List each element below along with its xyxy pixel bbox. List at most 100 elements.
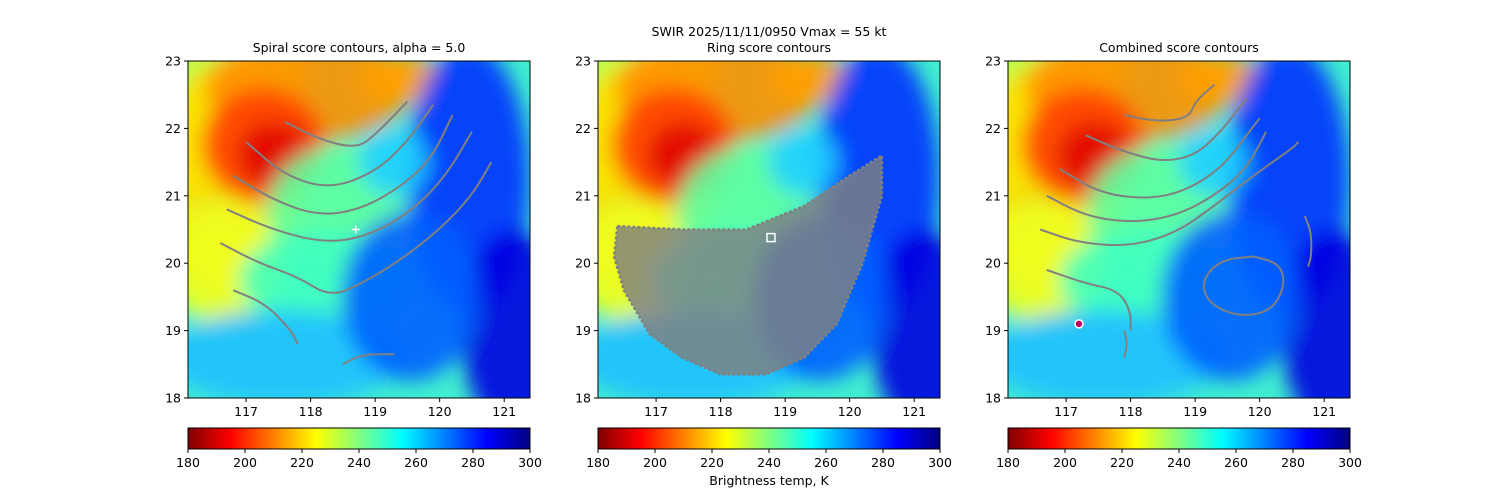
x-tick-label: 119	[363, 404, 387, 419]
y-tick-label: 22	[165, 121, 181, 136]
colorbar-tick-label: 240	[757, 455, 781, 470]
score-contour	[284, 100, 409, 147]
colorbar-tick-label: 280	[871, 455, 895, 470]
y-tick-label: 21	[985, 188, 1001, 203]
y-tick-label: 19	[985, 323, 1001, 338]
y-tick-label: 23	[165, 54, 181, 69]
colorbar-tick-label: 260	[404, 455, 428, 470]
brightness-cell	[461, 229, 530, 398]
score-contour	[1084, 97, 1248, 162]
y-tick-label: 22	[575, 121, 591, 136]
x-tick-label: 120	[428, 404, 452, 419]
y-tick-label: 20	[985, 256, 1001, 271]
combined-colorbar: 180 200 220 240 260 280 300	[996, 427, 1362, 470]
score-contour	[245, 104, 435, 187]
combined-plot-area: 117 118 119 120 121 18 19 20 21 22 23	[985, 54, 1351, 419]
x-tick-label: 118	[299, 404, 323, 419]
colorbar-tick-label: 220	[700, 455, 724, 470]
brightness-cell	[1179, 61, 1262, 105]
colorbar-tick-label: 300	[1338, 455, 1362, 470]
y-tick-label: 18	[985, 391, 1001, 406]
spiral-colorbar: 180 200 220 240 260 280 300	[176, 427, 542, 470]
colorbar-tick-label: 300	[928, 455, 952, 470]
brightness-cell	[1161, 212, 1299, 382]
brightness-cell	[1281, 229, 1350, 398]
ring-plot-area: 117 118 119 120 121 18 19 20 21 22 23	[575, 54, 941, 419]
figure-suptitle: SWIR 2025/11/11/0950 Vmax = 55 kt	[652, 24, 887, 39]
ring-score-region	[612, 153, 884, 376]
y-tick-label: 23	[575, 54, 591, 69]
score-contour	[1203, 255, 1285, 316]
y-tick-label: 20	[575, 256, 591, 271]
axes-frame	[597, 60, 941, 399]
colorbar-tick-label: 240	[1167, 455, 1191, 470]
y-tick-label: 22	[985, 121, 1001, 136]
score-contour	[232, 289, 299, 345]
y-tick-label: 19	[575, 323, 591, 338]
y-tick-label: 21	[165, 188, 181, 203]
score-contour	[219, 161, 493, 294]
colorbar-gradient	[597, 427, 941, 450]
x-tick-label: 117	[1054, 404, 1078, 419]
score-contour	[226, 131, 473, 242]
colorbar-tick-label: 280	[1281, 455, 1305, 470]
x-tick-label: 118	[709, 404, 733, 419]
colorbar-gradient	[187, 427, 531, 450]
colorbar-tick-label: 260	[814, 455, 838, 470]
brightness-cell	[871, 229, 940, 398]
colorbar-tick-label: 280	[461, 455, 485, 470]
brightness-cell	[359, 61, 442, 105]
colorbar-tick-label: 220	[1110, 455, 1134, 470]
axes-frame	[187, 60, 531, 399]
brightness-cell	[769, 128, 838, 196]
x-tick-label: 121	[492, 404, 516, 419]
x-tick-label: 117	[644, 404, 668, 419]
ring-panel-title: Ring score contours	[707, 40, 831, 55]
colorbar-tick-label: 220	[290, 455, 314, 470]
score-contour	[1059, 117, 1261, 199]
spiral-panel: Spiral score contours, alpha = 5.0 117 11…	[165, 40, 542, 470]
score-contour	[1303, 215, 1313, 267]
y-tick-label: 19	[165, 323, 181, 338]
y-tick-label: 18	[575, 391, 591, 406]
colorbar-tick-label: 180	[996, 455, 1020, 470]
ring-panel: Ring score contours 117 118 119 120 121 18 19 2…	[575, 40, 952, 488]
y-tick-label: 23	[985, 54, 1001, 69]
score-contour	[1046, 268, 1132, 331]
y-tick-label: 20	[165, 256, 181, 271]
x-tick-label: 119	[773, 404, 797, 419]
brightness-cell	[341, 212, 479, 382]
colorbar-tick-label: 300	[518, 455, 542, 470]
colorbar-tick-label: 200	[643, 455, 667, 470]
score-contour	[1039, 141, 1300, 247]
score-contour	[232, 114, 454, 215]
x-tick-label: 121	[1312, 404, 1336, 419]
ring-colorbar: 180 200 220 240 260 280 300	[586, 427, 952, 470]
spiral-panel-title: Spiral score contours, alpha = 5.0	[253, 40, 466, 55]
colorbar-tick-label: 200	[233, 455, 257, 470]
x-tick-label: 118	[1119, 404, 1143, 419]
center-circle-marker	[1074, 319, 1084, 329]
center-plus-marker	[351, 225, 360, 234]
combined-panel-title: Combined score contours	[1099, 40, 1259, 55]
combined-panel: Combined score contours 117 118 119 120 1211…	[985, 40, 1362, 470]
x-tick-label: 120	[1248, 404, 1272, 419]
colorbar-label: Brightness temp, K	[709, 473, 829, 488]
colorbar-tick-label: 260	[1224, 455, 1248, 470]
colorbar-tick-label: 200	[1053, 455, 1077, 470]
axes-frame	[1007, 60, 1351, 399]
x-tick-label: 119	[1183, 404, 1207, 419]
x-tick-label: 117	[234, 404, 258, 419]
score-contour	[1123, 330, 1128, 358]
colorbar-gradient	[1007, 427, 1351, 450]
score-contour	[1123, 83, 1216, 122]
y-tick-label: 21	[575, 188, 591, 203]
x-tick-label: 120	[838, 404, 862, 419]
colorbar-tick-label: 180	[586, 455, 610, 470]
brightness-cell	[1179, 128, 1248, 196]
spiral-plot-area: 117 118 119 120 121 18 19 20 21 22 23	[165, 54, 531, 419]
colorbar-tick-label: 180	[176, 455, 200, 470]
brightness-cell	[769, 61, 852, 105]
colorbar-tick-label: 240	[347, 455, 371, 470]
